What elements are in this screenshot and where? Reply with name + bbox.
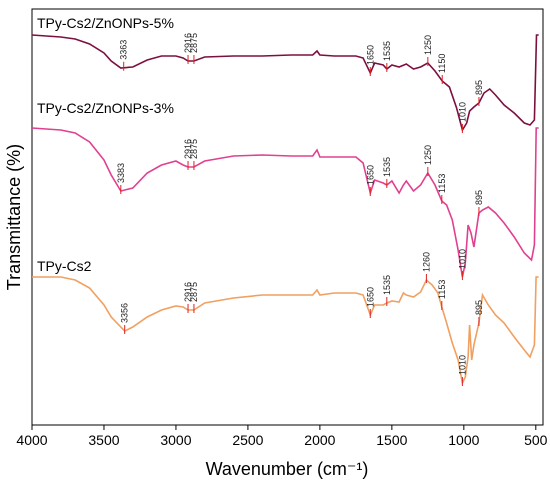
peak-label: 1010 bbox=[457, 355, 467, 375]
peak-label: 1010 bbox=[457, 249, 467, 269]
x-tick-label: 1500 bbox=[376, 432, 407, 448]
plot-area bbox=[31, 8, 544, 426]
peak-label: 1260 bbox=[421, 252, 431, 272]
peak-label: 3363 bbox=[119, 40, 129, 60]
series-label-3: TPy-Cs2 bbox=[37, 258, 92, 274]
peak-label: 1153 bbox=[437, 174, 447, 193]
x-tick-label: 3000 bbox=[160, 432, 191, 448]
peak-label: 3356 bbox=[120, 303, 130, 323]
x-tick-label: 2000 bbox=[304, 432, 335, 448]
peak-label: 895 bbox=[474, 80, 484, 95]
peak-label: 2875 bbox=[189, 139, 199, 159]
peak-label: 1650 bbox=[365, 45, 375, 65]
peak-label: 1650 bbox=[365, 287, 375, 307]
peak-label: 1250 bbox=[423, 145, 433, 165]
peak-label: 2875 bbox=[189, 33, 199, 53]
peak-label: 895 bbox=[474, 300, 484, 315]
peak-label: 1535 bbox=[382, 41, 392, 61]
peak-label: 1150 bbox=[437, 54, 447, 73]
x-tick-label: 500 bbox=[524, 432, 548, 448]
x-tick-label: 2500 bbox=[232, 432, 263, 448]
peak-label: 2916 bbox=[183, 139, 193, 159]
series-line-3 bbox=[32, 276, 539, 386]
series-label-2: TPy-Cs2/ZnONPs-3% bbox=[37, 100, 174, 116]
x-tick-label: 4000 bbox=[16, 432, 47, 448]
x-axis-ticks: 4000 3500 3000 2500 2000 1500 1000 500 bbox=[16, 425, 548, 448]
peak-label: 3383 bbox=[116, 163, 126, 183]
peak-label: 2916 bbox=[183, 282, 193, 302]
peak-label: 1535 bbox=[382, 275, 392, 295]
series-line-1 bbox=[31, 34, 539, 133]
x-tick-label: 1000 bbox=[448, 432, 479, 448]
peak-label: 895 bbox=[474, 190, 484, 205]
peak-label: 2875 bbox=[189, 282, 199, 302]
y-axis-title: Transmittance (%) bbox=[4, 144, 24, 290]
peak-label: 2916 bbox=[183, 33, 193, 53]
series-label-layer: TPy-Cs2/ZnONPs-5% TPy-Cs2/ZnONPs-3% TPy-Cs… bbox=[37, 15, 174, 274]
peak-label: 1010 bbox=[457, 102, 467, 122]
peak-label: 1650 bbox=[365, 165, 375, 185]
series-line-2 bbox=[31, 127, 539, 278]
x-tick-label: 3500 bbox=[88, 432, 119, 448]
peak-label: 1535 bbox=[382, 157, 392, 177]
peak-label: 1153 bbox=[437, 280, 447, 299]
series-label-1: TPy-Cs2/ZnONPs-5% bbox=[37, 15, 174, 31]
x-axis-title: Wavenumber (cm⁻¹) bbox=[206, 459, 369, 479]
peak-label: 1250 bbox=[423, 35, 433, 55]
